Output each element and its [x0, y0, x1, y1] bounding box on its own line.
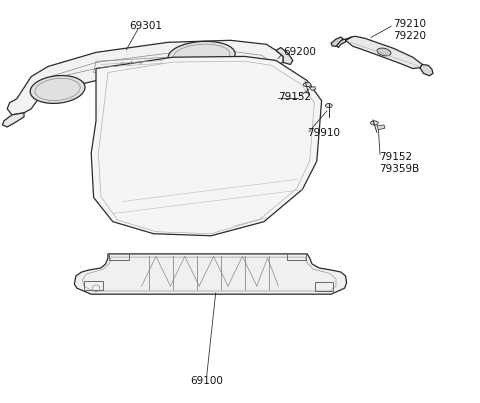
Polygon shape [276, 48, 293, 64]
Text: 79910: 79910 [307, 128, 340, 138]
Text: 79220: 79220 [394, 31, 427, 41]
Ellipse shape [303, 83, 311, 87]
Polygon shape [91, 56, 322, 236]
Ellipse shape [371, 121, 378, 125]
Polygon shape [74, 254, 347, 294]
Polygon shape [336, 37, 351, 48]
Text: 79152: 79152 [278, 92, 312, 102]
Polygon shape [7, 40, 283, 115]
Polygon shape [377, 125, 385, 130]
Polygon shape [309, 87, 316, 91]
Polygon shape [331, 37, 343, 46]
Text: 69200: 69200 [283, 48, 316, 57]
Ellipse shape [30, 75, 85, 104]
Text: 79210: 79210 [394, 19, 427, 29]
Text: 79152: 79152 [379, 152, 412, 162]
Ellipse shape [168, 42, 235, 70]
Text: 69100: 69100 [190, 376, 223, 386]
Polygon shape [2, 113, 24, 127]
Text: 69301: 69301 [130, 21, 163, 31]
Ellipse shape [325, 104, 332, 108]
Text: 79359B: 79359B [379, 164, 420, 174]
Ellipse shape [377, 48, 391, 56]
Polygon shape [346, 36, 422, 69]
Polygon shape [420, 64, 433, 76]
